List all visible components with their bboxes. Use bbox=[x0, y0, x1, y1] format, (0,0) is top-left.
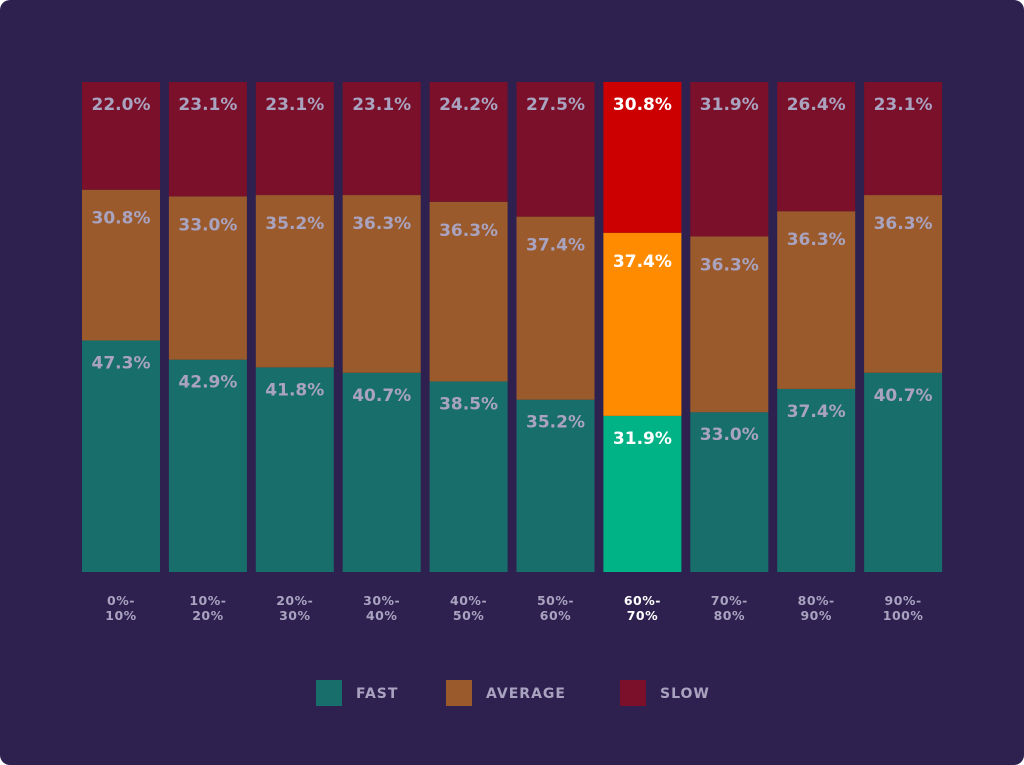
x-tick-label: 10% bbox=[105, 608, 136, 623]
x-tick-label: 100% bbox=[883, 608, 924, 623]
data-label: 23.1% bbox=[874, 95, 933, 115]
bar-segment-fast bbox=[82, 340, 160, 572]
x-tick-label: 70% bbox=[627, 608, 658, 623]
x-tick-label: 80% bbox=[714, 608, 745, 623]
data-label: 23.1% bbox=[352, 95, 411, 115]
bar-segment-slow bbox=[429, 82, 508, 202]
data-label: 38.5% bbox=[439, 394, 498, 414]
x-tick-label: 60%- bbox=[624, 593, 661, 608]
bar-segment-average bbox=[429, 201, 508, 382]
x-tick-label: 60% bbox=[540, 608, 571, 623]
data-label: 36.3% bbox=[787, 230, 846, 250]
data-label: 40.7% bbox=[352, 386, 411, 406]
legend-label: FAST bbox=[356, 686, 398, 702]
x-tick-label: 50% bbox=[453, 608, 484, 623]
bar-segment-fast bbox=[168, 359, 247, 572]
bar-segment-slow bbox=[342, 82, 421, 196]
bar-segment-fast bbox=[516, 399, 595, 572]
bar-segment-fast bbox=[255, 367, 334, 572]
x-tick-label: 0%- bbox=[107, 593, 135, 608]
bar-segment-slow bbox=[777, 82, 856, 212]
data-label: 22.0% bbox=[92, 95, 151, 115]
data-label: 35.2% bbox=[526, 413, 585, 433]
bar-segment-fast bbox=[690, 412, 769, 572]
bar-segment-average bbox=[603, 232, 682, 416]
bar-segment-average bbox=[342, 195, 421, 373]
legend-swatch-slow bbox=[620, 680, 646, 706]
data-label: 42.9% bbox=[178, 373, 237, 393]
data-label: 47.3% bbox=[92, 353, 151, 373]
x-tick-label: 40%- bbox=[450, 593, 487, 608]
bar-segment-average bbox=[864, 195, 943, 373]
data-label: 30.8% bbox=[92, 209, 151, 229]
data-label: 37.4% bbox=[613, 252, 672, 272]
data-label: 37.4% bbox=[787, 402, 846, 422]
bar-segment-fast bbox=[342, 372, 421, 572]
data-label: 26.4% bbox=[787, 95, 846, 115]
data-label: 30.8% bbox=[613, 95, 672, 115]
data-label: 31.9% bbox=[613, 429, 672, 449]
legend-label: AVERAGE bbox=[486, 686, 566, 702]
x-tick-label: 30%- bbox=[363, 593, 400, 608]
x-tick-label: 90% bbox=[800, 608, 831, 623]
data-label: 23.1% bbox=[265, 95, 324, 115]
bar-segment-average bbox=[82, 189, 160, 341]
legend-swatch-average bbox=[446, 680, 472, 706]
bar-segment-average bbox=[777, 211, 856, 389]
data-label: 36.3% bbox=[874, 214, 933, 234]
bar-segment-fast bbox=[603, 415, 682, 572]
data-label: 36.3% bbox=[352, 214, 411, 234]
data-label: 37.4% bbox=[526, 236, 585, 256]
bar-segment-slow bbox=[168, 82, 247, 197]
data-label: 41.8% bbox=[265, 380, 324, 400]
x-tick-label: 90%- bbox=[885, 593, 922, 608]
bar-segment-slow bbox=[864, 82, 943, 196]
data-label: 33.0% bbox=[700, 425, 759, 445]
legend-label: SLOW bbox=[660, 686, 710, 702]
bar-segment-average bbox=[516, 216, 595, 400]
legend-swatch-fast bbox=[316, 680, 342, 706]
data-label: 31.9% bbox=[700, 95, 759, 115]
x-tick-label: 80%- bbox=[798, 593, 835, 608]
x-tick-label: 20%- bbox=[276, 593, 313, 608]
data-label: 40.7% bbox=[874, 386, 933, 406]
data-label: 36.3% bbox=[700, 255, 759, 275]
data-label: 35.2% bbox=[265, 214, 324, 234]
bar-segment-average bbox=[690, 236, 769, 413]
x-tick-label: 70%- bbox=[711, 593, 748, 608]
x-tick-label: 30% bbox=[279, 608, 310, 623]
bar-segment-slow bbox=[603, 82, 682, 233]
data-label: 27.5% bbox=[526, 95, 585, 115]
bar-segment-slow bbox=[255, 82, 334, 196]
data-label: 36.3% bbox=[439, 221, 498, 241]
bar-segment-average bbox=[168, 196, 247, 360]
bar-segment-average bbox=[255, 195, 334, 368]
data-label: 24.2% bbox=[439, 95, 498, 115]
bar-segment-slow bbox=[690, 82, 769, 237]
data-label: 23.1% bbox=[178, 95, 237, 115]
x-tick-label: 20% bbox=[192, 608, 223, 623]
x-tick-label: 40% bbox=[366, 608, 397, 623]
x-tick-label: 10%- bbox=[189, 593, 226, 608]
data-label: 33.0% bbox=[178, 215, 237, 235]
bar-segment-slow bbox=[516, 82, 595, 217]
x-tick-label: 50%- bbox=[537, 593, 574, 608]
bar-segment-fast bbox=[864, 372, 943, 572]
bar-segment-fast bbox=[429, 381, 508, 572]
bar-segment-slow bbox=[82, 82, 160, 190]
bar-segment-fast bbox=[777, 388, 856, 572]
